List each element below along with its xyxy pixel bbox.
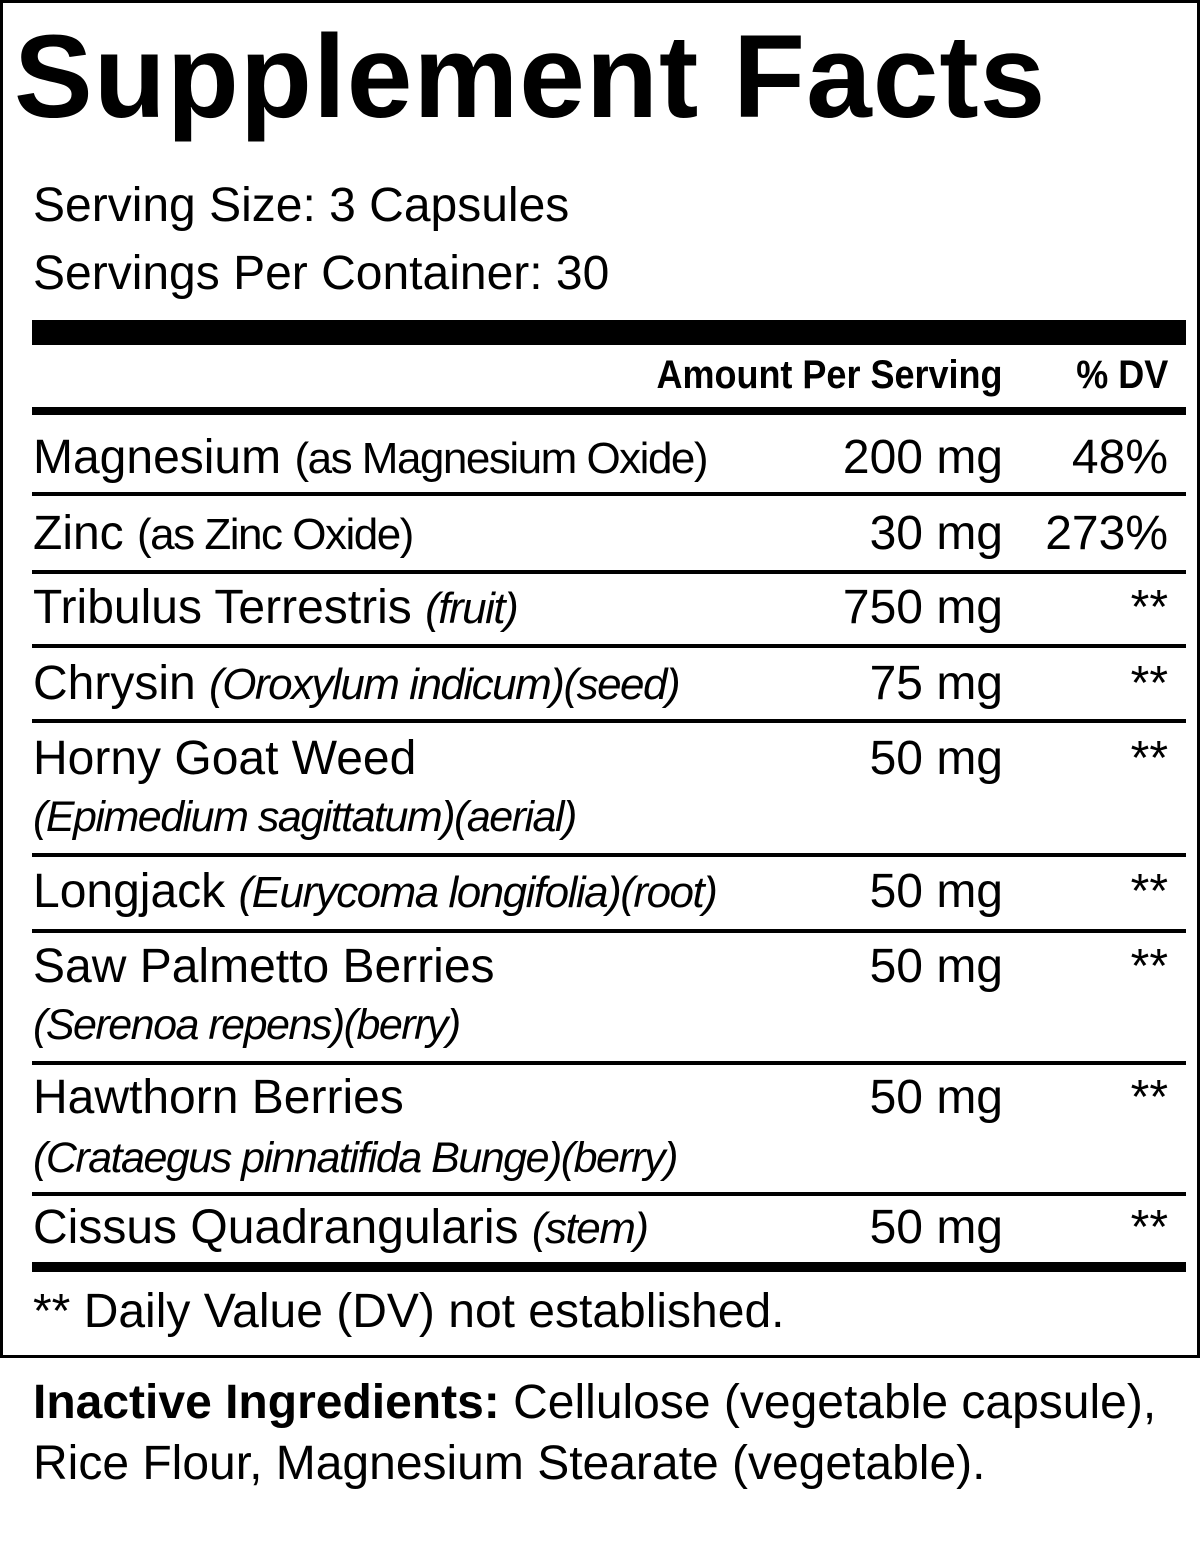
panel-title: Supplement Facts: [14, 11, 1047, 143]
ingredient-detail: (Epimedium sagittatum)(aerial): [33, 793, 577, 841]
ingredient-dv: **: [1130, 732, 1168, 785]
row-divider: [32, 719, 1186, 723]
row-divider: [32, 644, 1186, 648]
ingredient-amount: 50 mg: [869, 940, 1003, 993]
dv-header: % DV: [1075, 353, 1168, 397]
inactive-text: Cellulose (vegetable capsule), Rice Flou…: [33, 1376, 1157, 1490]
ingredient-dv: 48%: [1071, 431, 1168, 484]
row-divider: [32, 570, 1186, 574]
ingredient-amount: 30 mg: [869, 507, 1003, 560]
ingredient-amount: 50 mg: [869, 865, 1003, 918]
header-divider: [32, 407, 1186, 415]
row-divider: [32, 492, 1186, 496]
ingredient-amount: 50 mg: [869, 1071, 1003, 1124]
ingredient-detail: (stem): [531, 1204, 649, 1253]
ingredient-name: Tribulus Terrestris (fruit): [33, 581, 519, 634]
ingredient-name: Zinc (as Zinc Oxide): [33, 507, 414, 560]
ingredient-detail: (Oroxylum indicum)(seed): [209, 660, 681, 709]
supplement-facts-panel: [0, 0, 1200, 1358]
ingredient-name: Hawthorn Berries: [33, 1071, 404, 1124]
inactive-ingredients: Inactive Ingredients: Cellulose (vegetab…: [33, 1372, 1173, 1494]
ingredient-detail: (as Zinc Oxide): [137, 510, 414, 559]
ingredient-name: Cissus Quadrangularis (stem): [33, 1201, 649, 1254]
footnote-divider: [32, 1262, 1186, 1272]
ingredient-dv: **: [1130, 1071, 1168, 1124]
ingredient-dv: **: [1130, 865, 1168, 918]
thick-divider: [32, 320, 1186, 345]
inactive-label: Inactive Ingredients:: [33, 1376, 500, 1429]
ingredient-dv: **: [1130, 940, 1168, 993]
servings-per-container: Servings Per Container: 30: [33, 247, 610, 300]
ingredient-dv: **: [1130, 657, 1168, 710]
amount-header: Amount Per Serving: [656, 353, 1003, 397]
ingredient-name: Horny Goat Weed: [33, 732, 417, 785]
ingredient-detail: (Serenoa repens)(berry): [33, 1001, 461, 1049]
ingredient-amount: 50 mg: [869, 732, 1003, 785]
ingredient-dv: 273%: [1045, 507, 1168, 560]
ingredient-name: Saw Palmetto Berries: [33, 940, 495, 993]
ingredient-detail: (Crataegus pinnatifida Bunge)(berry): [33, 1134, 678, 1182]
ingredient-detail: (as Magnesium Oxide): [294, 434, 708, 483]
ingredient-dv: **: [1130, 581, 1168, 634]
row-divider: [32, 1061, 1186, 1065]
serving-size: Serving Size: 3 Capsules: [33, 179, 570, 232]
ingredient-name: Longjack (Eurycoma longifolia)(root): [33, 865, 718, 918]
ingredient-name: Chrysin (Oroxylum indicum)(seed): [33, 657, 681, 710]
ingredient-amount: 50 mg: [869, 1201, 1003, 1254]
footnote: ** Daily Value (DV) not established.: [33, 1285, 785, 1338]
ingredient-dv: **: [1130, 1201, 1168, 1254]
ingredient-amount: 200 mg: [842, 431, 1003, 484]
row-divider: [32, 929, 1186, 933]
ingredient-amount: 75 mg: [869, 657, 1003, 710]
ingredient-name: Magnesium (as Magnesium Oxide): [33, 431, 709, 484]
ingredient-detail: (fruit): [425, 584, 519, 633]
row-divider: [32, 853, 1186, 857]
row-divider: [32, 1192, 1186, 1196]
ingredient-detail: (Eurycoma longifolia)(root): [238, 868, 717, 917]
ingredient-amount: 750 mg: [842, 581, 1003, 634]
